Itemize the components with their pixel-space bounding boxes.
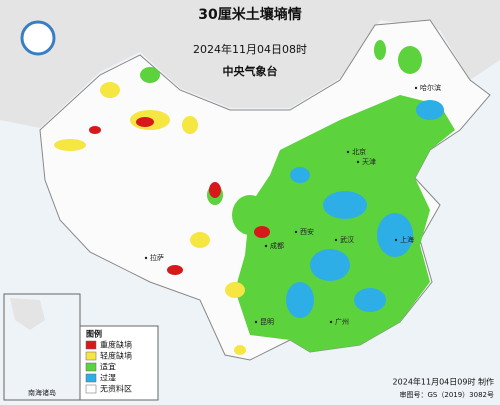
city-label: 哈尔滨 <box>420 83 441 92</box>
legend-swatch <box>85 340 97 350</box>
footer-made: 2024年11月04日09时 制作 <box>393 377 494 387</box>
agency: 中央气象台 <box>223 64 278 78</box>
city-label: 昆明 <box>260 318 274 326</box>
logo <box>20 20 56 56</box>
legend-swatch <box>85 362 97 372</box>
city-dot <box>414 86 418 90</box>
legend-label: 重度缺墒 <box>100 340 132 350</box>
legend-label: 适宜 <box>100 362 116 372</box>
legend-label: 过湿 <box>100 373 116 383</box>
city-dot <box>254 320 258 324</box>
city-label: 北京 <box>352 147 366 156</box>
legend-title: 图例 <box>86 329 102 339</box>
city-label: 上海 <box>400 235 414 244</box>
city-dot <box>356 160 360 164</box>
neighbors <box>0 0 500 128</box>
city-dot <box>294 230 298 234</box>
legend-label: 无资料区 <box>100 384 132 394</box>
city-dot <box>394 238 398 242</box>
inset-land <box>10 298 45 330</box>
moisture-patches <box>54 40 455 355</box>
footer-approval: 审图号：GS（2019）3082号 <box>400 390 495 399</box>
city-dot <box>329 320 333 324</box>
city-dot <box>334 238 338 242</box>
city-dot <box>346 150 350 154</box>
city-label: 拉萨 <box>150 253 164 262</box>
city-label: 广州 <box>335 317 349 326</box>
city-label: 成都 <box>270 241 284 250</box>
legend-label: 轻度缺墒 <box>100 351 132 361</box>
city-dot <box>144 256 148 260</box>
title: 30厘米土壤墒情 <box>198 6 301 23</box>
city-label: 武汉 <box>340 235 354 244</box>
time: 2024年11月04日08时 <box>193 42 307 56</box>
city-label: 天津 <box>362 158 376 166</box>
inset-label: 南海诸岛 <box>28 388 56 397</box>
legend-swatch <box>85 373 97 383</box>
legend-swatch <box>85 384 97 394</box>
city-label: 西安 <box>300 227 314 236</box>
legend-swatch <box>85 351 97 361</box>
city-dot <box>264 244 268 248</box>
